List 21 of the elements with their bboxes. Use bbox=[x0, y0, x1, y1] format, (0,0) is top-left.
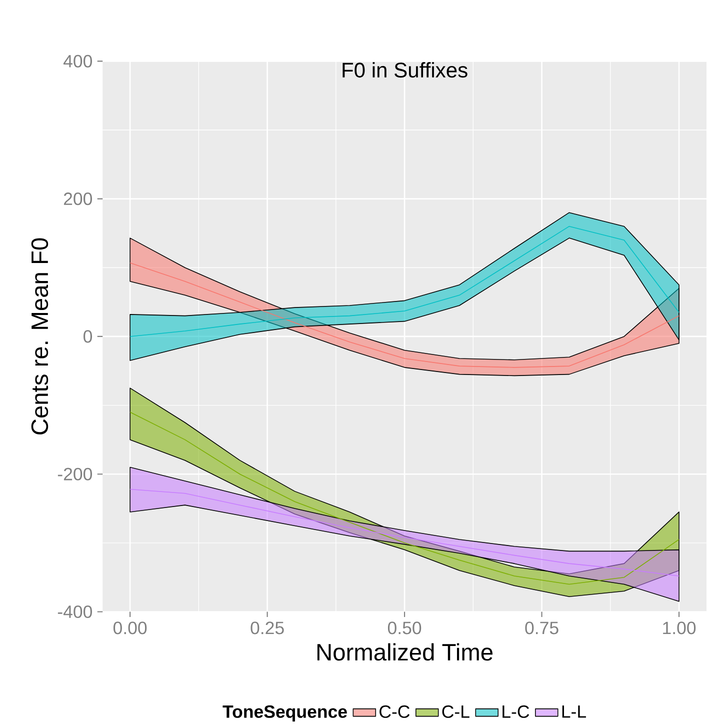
line-series bbox=[129, 488, 680, 576]
legend-label: L-C bbox=[502, 705, 529, 718]
x-tick-label: 0.50 bbox=[388, 622, 421, 634]
y-axis-title: Cents re. Mean F0 bbox=[31, 238, 48, 434]
legend-label: C-L bbox=[442, 705, 470, 718]
x-tick-label: 0.75 bbox=[525, 622, 558, 634]
y-tick-label: -200 bbox=[58, 468, 92, 480]
y-tick-label: 200 bbox=[64, 192, 92, 206]
y-tick-label: -400 bbox=[58, 605, 92, 618]
legend-label: C-C bbox=[379, 705, 410, 718]
chart-title: F0 in Suffixes bbox=[342, 62, 468, 78]
x-tick-label: 0.25 bbox=[250, 622, 284, 634]
line-series bbox=[129, 262, 680, 368]
x-axis-title: Normalized Time bbox=[317, 643, 492, 661]
legend-label: L-L bbox=[562, 705, 586, 718]
line-series bbox=[129, 412, 680, 585]
x-tick-label: 0.00 bbox=[113, 622, 146, 634]
legend-title: ToneSequence bbox=[222, 705, 347, 722]
x-tick-label: 1.00 bbox=[662, 622, 696, 634]
y-tick-label: 0 bbox=[83, 330, 92, 343]
y-tick-label: 400 bbox=[63, 54, 92, 68]
